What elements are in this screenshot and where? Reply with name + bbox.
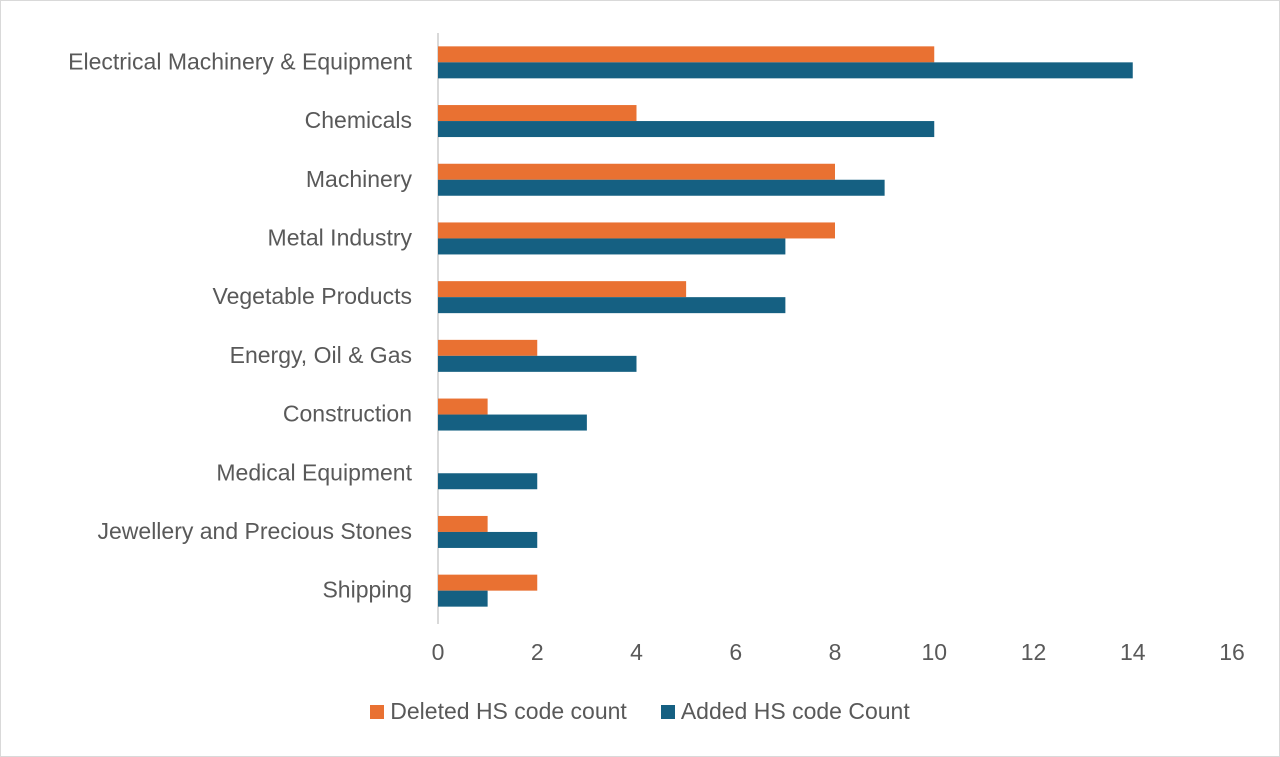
bar-added	[438, 121, 935, 138]
category-label: Construction	[283, 401, 412, 427]
bar-added	[438, 414, 587, 431]
legend: Deleted HS code count Added HS code Coun…	[0, 698, 1280, 725]
x-tick-label: 10	[921, 639, 947, 665]
legend-item-added: Added HS code Count	[660, 698, 910, 725]
x-tick-label: 16	[1219, 639, 1245, 665]
bar-added	[438, 531, 538, 548]
category-label: Metal Industry	[268, 225, 413, 251]
bar-added	[438, 62, 1133, 79]
legend-label-deleted: Deleted HS code count	[390, 698, 627, 724]
x-tick-label: 14	[1120, 639, 1146, 665]
bar-added	[438, 179, 885, 196]
x-tick-label: 6	[729, 639, 742, 665]
x-tick-label: 8	[829, 639, 842, 665]
x-tick-label: 4	[630, 639, 643, 665]
legend-item-deleted: Deleted HS code count	[370, 698, 627, 725]
bar-deleted	[438, 398, 488, 415]
bar-deleted	[438, 222, 835, 239]
bar-added	[438, 355, 637, 372]
legend-swatch-deleted	[370, 704, 385, 719]
x-tick-label: 12	[1021, 639, 1047, 665]
bar-deleted	[438, 515, 488, 532]
bar-added	[438, 473, 538, 490]
category-label: Energy, Oil & Gas	[230, 342, 412, 368]
bar-deleted	[438, 105, 637, 122]
bar-deleted	[438, 281, 687, 298]
bar-deleted	[438, 339, 538, 356]
bar-deleted	[438, 163, 835, 180]
x-tick-label: 0	[432, 639, 445, 665]
bar-deleted	[438, 574, 538, 591]
category-label: Electrical Machinery & Equipment	[68, 48, 412, 74]
category-label: Shipping	[322, 577, 412, 603]
bar-added	[438, 297, 786, 314]
bar-added	[438, 238, 786, 255]
category-label: Jewellery and Precious Stones	[98, 518, 413, 544]
legend-swatch-added	[660, 704, 675, 719]
bar-deleted	[438, 46, 935, 63]
category-label: Machinery	[306, 166, 413, 192]
category-label: Vegetable Products	[213, 283, 412, 309]
bar-added	[438, 590, 488, 607]
category-label: Chemicals	[305, 107, 412, 133]
x-tick-label: 2	[531, 639, 544, 665]
legend-label-added: Added HS code Count	[680, 698, 910, 724]
category-label: Medical Equipment	[216, 459, 412, 485]
